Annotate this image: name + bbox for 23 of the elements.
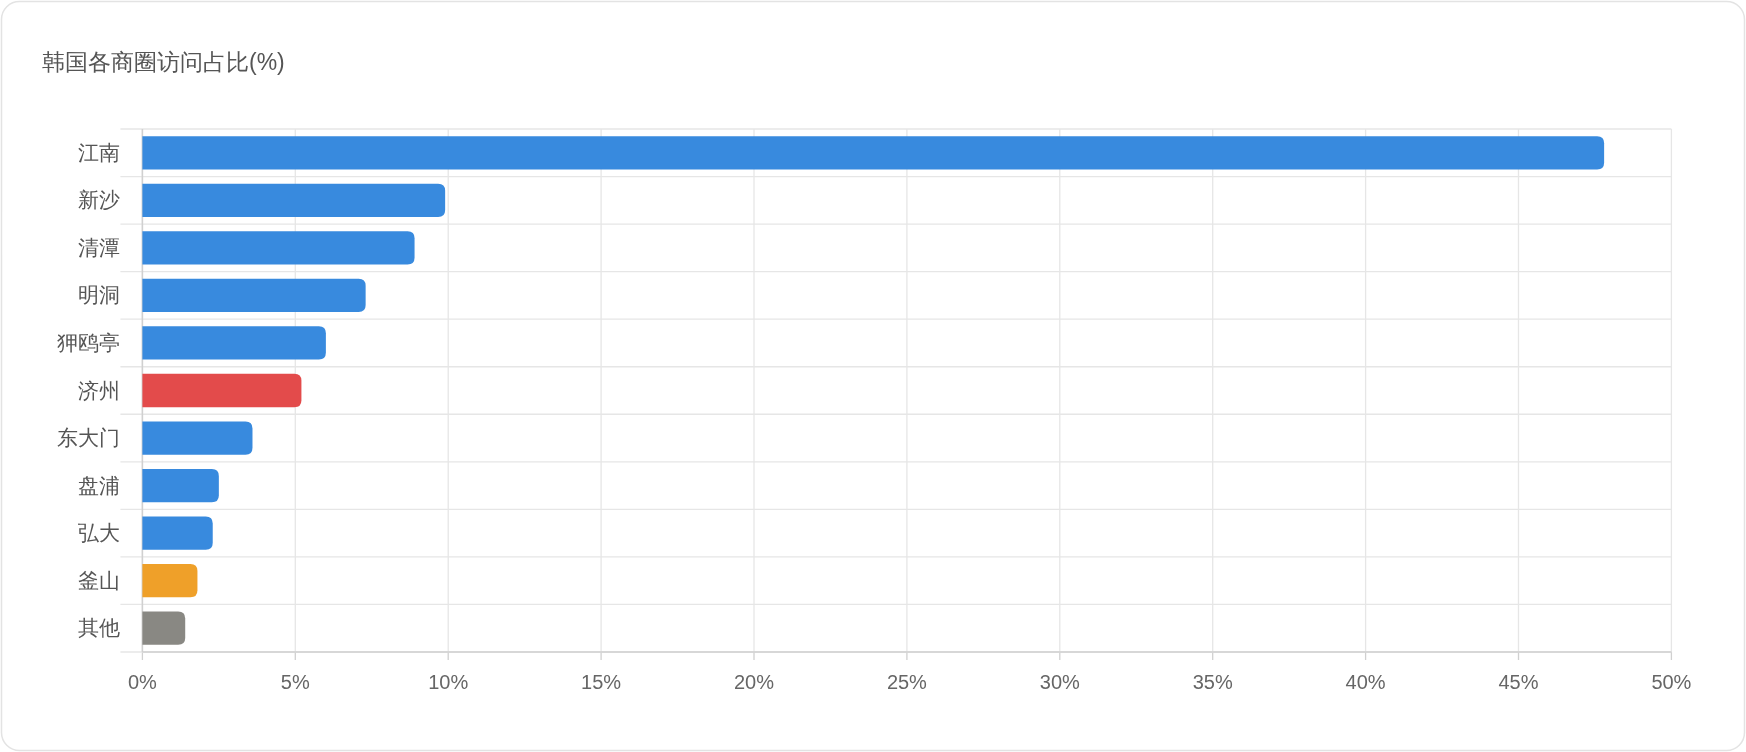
y-tick-label: 釜山 (78, 568, 121, 592)
x-tick-label: 10% (428, 671, 469, 693)
x-tick-label: 35% (1192, 671, 1233, 693)
y-tick-label: 东大门 (57, 426, 121, 450)
y-tick-label: 济州 (78, 378, 121, 402)
y-tick-label: 明洞 (78, 283, 121, 307)
x-tick-label: 40% (1345, 671, 1386, 693)
y-tick-label: 盘浦 (78, 473, 121, 497)
x-tick-label: 50% (1651, 671, 1692, 693)
x-tick-label: 25% (886, 671, 928, 693)
x-tick-label: 15% (581, 671, 622, 693)
chart-title: 韩国各商圈访问占比(%) (42, 49, 285, 75)
x-tick-label: 45% (1498, 671, 1539, 693)
x-tick-label: 30% (1039, 671, 1081, 693)
y-tick-label: 清潭 (78, 235, 121, 259)
x-tick-label: 0% (127, 671, 158, 693)
x-tick-label: 5% (280, 671, 310, 693)
y-tick-label: 弘大 (78, 521, 121, 545)
y-tick-label: 狎鸥亭 (57, 330, 121, 354)
x-tick-label: 20% (733, 671, 775, 693)
y-tick-label: 新沙 (78, 188, 121, 212)
y-tick-label: 其他 (78, 616, 121, 640)
y-tick-label: 江南 (78, 140, 121, 164)
